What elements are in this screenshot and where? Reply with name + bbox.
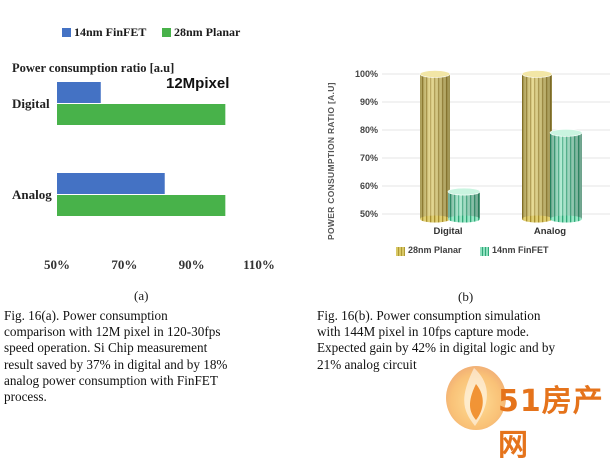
bar-analog-finfet (57, 173, 165, 194)
category-label: Digital (12, 96, 50, 111)
legend-label-finfet-b: 14nm FinFET (492, 245, 549, 255)
fig16a-chart: Power consumption ratio [a.u] 12Mpixel D… (12, 61, 275, 272)
watermark-flame-icon (446, 366, 506, 430)
bar-digital-finfet (447, 187, 481, 223)
legend-swatch-finfet (62, 28, 71, 37)
y-tick-label: 100% (355, 69, 378, 79)
chart-annotation: 12Mpixel (166, 75, 229, 92)
x-tick-label: 50% (44, 257, 70, 272)
bar-analog-planar (521, 70, 553, 223)
panel-label-b: (b) (458, 289, 474, 304)
bar-analog-finfet (549, 129, 583, 223)
category-label: Analog (12, 187, 52, 202)
caption-b-line: Fig. 16(b). Power consumption simulation (317, 308, 541, 323)
y-tick-label: 90% (360, 97, 378, 107)
x-tick-label: 90% (179, 257, 205, 272)
legend-swatch-planar-b (396, 247, 405, 256)
x-tick-label: 110% (243, 257, 275, 272)
fig16b-legend: 28nm Planar 14nm FinFET (396, 245, 596, 259)
y-tick-label: 80% (360, 125, 378, 135)
caption-b-line: Expected gain by 42% in digital logic an… (317, 340, 556, 356)
chart-title: Power consumption ratio [a.u] (12, 61, 174, 75)
watermark: 51房产网 (442, 356, 614, 463)
caption-a-line: process. (4, 389, 47, 405)
caption-b-line: with 144M pixel in 10fps capture mode. (317, 324, 530, 340)
legend-swatch-planar (162, 28, 171, 37)
watermark-text: 51房产网 (498, 384, 604, 463)
fig16a-legend: 14nm FinFET 28nm Planar (62, 25, 262, 41)
y-tick-label: 50% (360, 209, 378, 219)
bar-digital-planar (419, 70, 451, 223)
y-tick-label: 60% (360, 181, 378, 191)
y-tick-label: 70% (360, 153, 378, 163)
fig16b-chart: POWER CONSUMPTION RATIO [A.U] 50% 60% 70% 8… (326, 69, 610, 240)
x-tick-label: 70% (111, 257, 137, 272)
legend-label-finfet: 14nm FinFET (74, 25, 147, 39)
legend-swatch-finfet-b (480, 247, 489, 256)
caption-a: Fig. 16(a). Power consumption comparison… (4, 308, 284, 405)
panel-label-a: (a) (134, 288, 149, 303)
legend-label-planar-b: 28nm Planar (408, 245, 462, 255)
caption-a-line: speed operation. Si Chip measurement (4, 340, 208, 356)
fig16b-panel: POWER CONSUMPTION RATIO [A.U] 50% 60% 70% 8… (310, 0, 616, 310)
caption-a-line: analog power consumption with FinFET (4, 372, 218, 388)
bar-digital-planar (57, 104, 226, 125)
category-label: Digital (433, 226, 462, 237)
fig16a-panel: 14nm FinFET 28nm Planar Power consumptio… (0, 0, 300, 305)
bar-digital-finfet (57, 82, 101, 103)
y-axis-label: POWER CONSUMPTION RATIO [A.U] (326, 82, 336, 240)
category-label: Analog (534, 226, 566, 237)
caption-a-line: Fig. 16(a). Power consumption (4, 308, 168, 323)
caption-a-line: comparison with 12M pixel in 120-30fps (4, 324, 221, 340)
bar-analog-planar (57, 195, 226, 216)
caption-a-line: result saved by 37% in digital and by 18… (4, 356, 228, 372)
caption-b-line: 21% analog circuit (317, 356, 417, 372)
legend-label-planar: 28nm Planar (174, 25, 241, 39)
caption-b: Fig. 16(b). Power consumption simulation… (317, 308, 613, 373)
